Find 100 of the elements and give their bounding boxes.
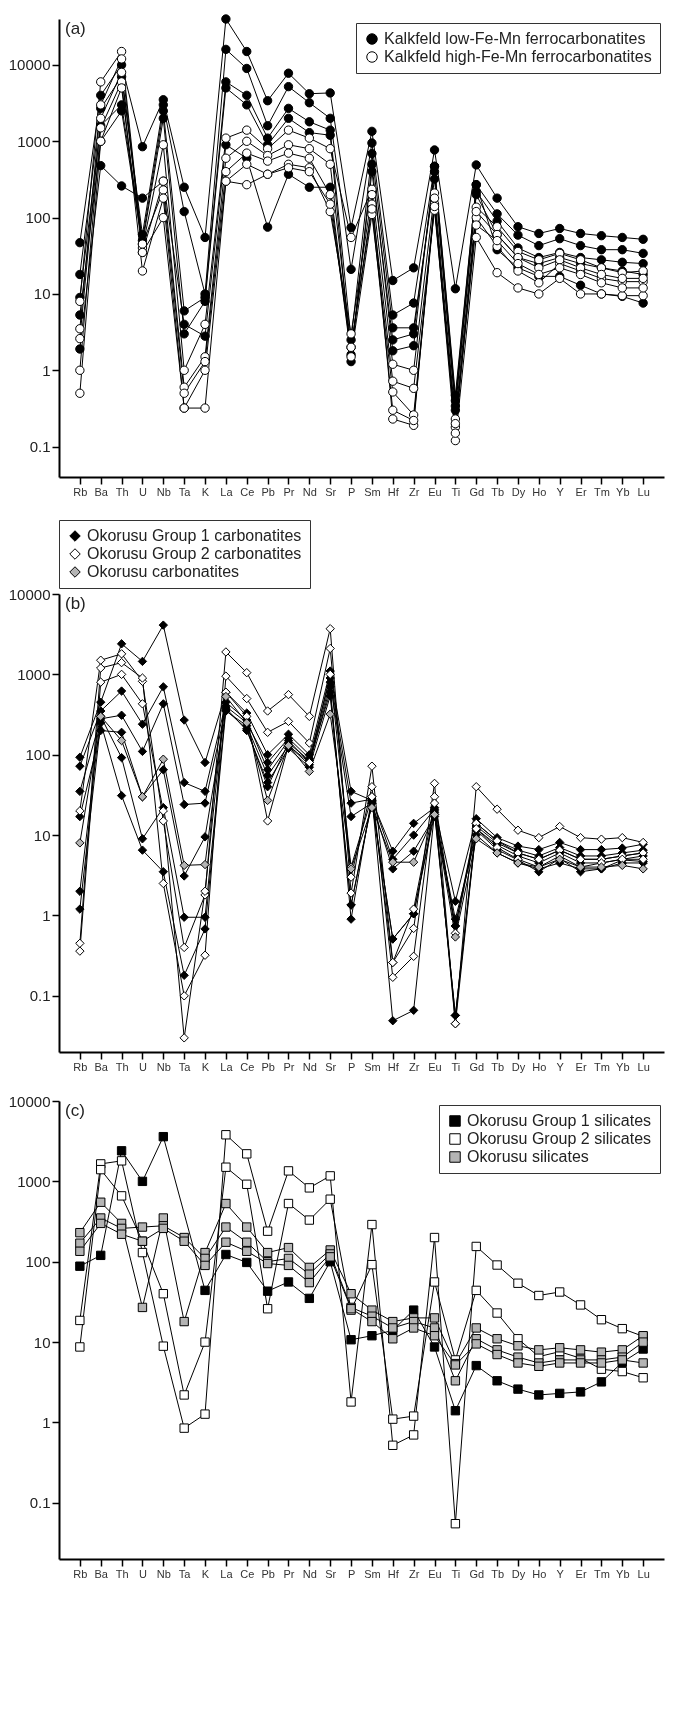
x-tick-label: Nd xyxy=(302,1567,317,1580)
legend-label: Okorusu Group 1 silicates xyxy=(467,1112,652,1129)
x-tick-label: Hf xyxy=(387,1567,400,1580)
y-tick-label: 100 xyxy=(25,746,51,764)
y-tick-label: 1000 xyxy=(17,1172,51,1190)
legend-label: Okorusu carbonatites xyxy=(87,563,240,580)
x-tick-label: Pr xyxy=(283,1060,295,1073)
x-tick-label: La xyxy=(220,1060,234,1073)
x-tick-label: Eu xyxy=(428,1060,442,1073)
x-tick-label: Ti xyxy=(451,1567,461,1580)
y-tick-label: 100 xyxy=(25,1253,51,1271)
x-tick-label: P xyxy=(347,1060,356,1073)
legend-label: Okorusu Group 2 silicates xyxy=(467,1130,652,1147)
x-tick-label: Ho xyxy=(532,1567,547,1580)
y-tick-label: 1 xyxy=(42,906,51,924)
x-tick-label: Tm xyxy=(593,1060,610,1073)
legend-label: Kalkfeld high-Fe-Mn ferrocarbonatites xyxy=(384,48,652,65)
x-tick-label: Lu xyxy=(637,1567,650,1580)
x-tick-label: Lu xyxy=(637,485,650,498)
y-tick-label: 0.1 xyxy=(29,987,51,1005)
x-tick-label: Rb xyxy=(73,1060,88,1073)
x-tick-label: Zr xyxy=(408,1567,420,1580)
x-tick-label: U xyxy=(138,485,147,498)
y-tick-label: 10000 xyxy=(8,56,51,74)
x-tick-label: La xyxy=(220,1567,234,1580)
x-tick-label: Nb xyxy=(156,1567,171,1580)
x-tick-label: Ce xyxy=(240,1060,255,1073)
x-tick-label: Pr xyxy=(283,1567,295,1580)
legend-label: Kalkfeld low-Fe-Mn ferrocarbonatites xyxy=(384,30,646,47)
x-tick-label: Tm xyxy=(593,1567,610,1580)
legend-label: Okorusu Group 2 carbonatites xyxy=(87,545,302,562)
x-tick-label: Ba xyxy=(94,1060,109,1073)
x-tick-label: Lu xyxy=(637,1060,650,1073)
x-tick-label: Tb xyxy=(491,485,505,498)
x-tick-label: Nb xyxy=(156,1060,171,1073)
x-tick-label: Tb xyxy=(491,1060,505,1073)
x-tick-label: Y xyxy=(556,485,565,498)
x-tick-label: Er xyxy=(575,1567,587,1580)
y-tick-label: 1000 xyxy=(17,665,51,683)
y-tick-label: 0.1 xyxy=(29,1494,51,1512)
x-tick-label: Zr xyxy=(408,1060,420,1073)
y-tick-label: 0.1 xyxy=(29,438,51,456)
x-tick-label: Y xyxy=(556,1567,565,1580)
x-tick-label: Ti xyxy=(451,485,461,498)
x-tick-label: Sr xyxy=(325,1567,337,1580)
x-tick-label: Ho xyxy=(532,1060,547,1073)
x-tick-label: Rb xyxy=(73,485,88,498)
x-tick-label: Nd xyxy=(302,485,317,498)
x-tick-label: K xyxy=(201,485,210,498)
x-tick-label: Ho xyxy=(532,485,547,498)
x-tick-label: Pr xyxy=(283,485,295,498)
x-tick-label: Th xyxy=(115,485,129,498)
annotation: (c) xyxy=(65,1101,85,1120)
x-tick-label: Ba xyxy=(94,1567,109,1580)
annotation: (a) xyxy=(65,19,86,38)
x-tick-label: Sm xyxy=(364,1060,381,1073)
x-tick-label: Yb xyxy=(616,1567,630,1580)
y-tick-label: 1000 xyxy=(17,132,51,150)
x-tick-label: Rb xyxy=(73,1567,88,1580)
x-tick-label: Th xyxy=(115,1060,129,1073)
x-tick-label: Y xyxy=(556,1060,565,1073)
x-tick-label: Zr xyxy=(408,485,420,498)
x-tick-label: Ta xyxy=(178,1567,192,1580)
x-tick-label: Dy xyxy=(511,485,526,498)
y-tick-label: 10 xyxy=(33,1333,51,1351)
y-tick-label: 100 xyxy=(25,209,51,227)
legend-label: Okorusu silicates xyxy=(467,1148,589,1165)
x-tick-label: La xyxy=(220,485,234,498)
x-tick-label: Sm xyxy=(364,1567,381,1580)
x-tick-label: Hf xyxy=(387,1060,400,1073)
x-tick-label: Gd xyxy=(469,1567,485,1580)
y-tick-label: 1 xyxy=(42,361,51,379)
x-tick-label: Dy xyxy=(511,1060,526,1073)
y-tick-label: 10000 xyxy=(8,1092,51,1110)
x-tick-label: Ce xyxy=(240,1567,255,1580)
x-tick-label: Ba xyxy=(94,485,109,498)
x-tick-label: Sr xyxy=(325,485,337,498)
x-tick-label: P xyxy=(347,485,356,498)
x-tick-label: Sr xyxy=(325,1060,337,1073)
x-tick-label: Nd xyxy=(302,1060,317,1073)
x-tick-label: Tm xyxy=(593,485,610,498)
x-tick-label: U xyxy=(138,1060,147,1073)
x-tick-label: K xyxy=(201,1060,210,1073)
x-tick-label: K xyxy=(201,1567,210,1580)
x-tick-label: Ta xyxy=(178,485,192,498)
x-tick-label: Nb xyxy=(156,485,171,498)
x-tick-label: Er xyxy=(575,1060,587,1073)
x-tick-label: Dy xyxy=(511,1567,526,1580)
x-tick-label: Th xyxy=(115,1567,129,1580)
x-tick-label: Eu xyxy=(428,485,442,498)
x-tick-label: Ce xyxy=(240,485,255,498)
x-tick-label: Pb xyxy=(261,1060,275,1073)
x-tick-label: Gd xyxy=(469,485,485,498)
x-tick-label: Yb xyxy=(616,485,630,498)
x-tick-label: Yb xyxy=(616,1060,630,1073)
x-tick-label: Ti xyxy=(451,1060,461,1073)
x-tick-label: Gd xyxy=(469,1060,485,1073)
x-tick-label: U xyxy=(138,1567,147,1580)
x-tick-label: Eu xyxy=(428,1567,442,1580)
x-tick-label: Sm xyxy=(364,485,381,498)
